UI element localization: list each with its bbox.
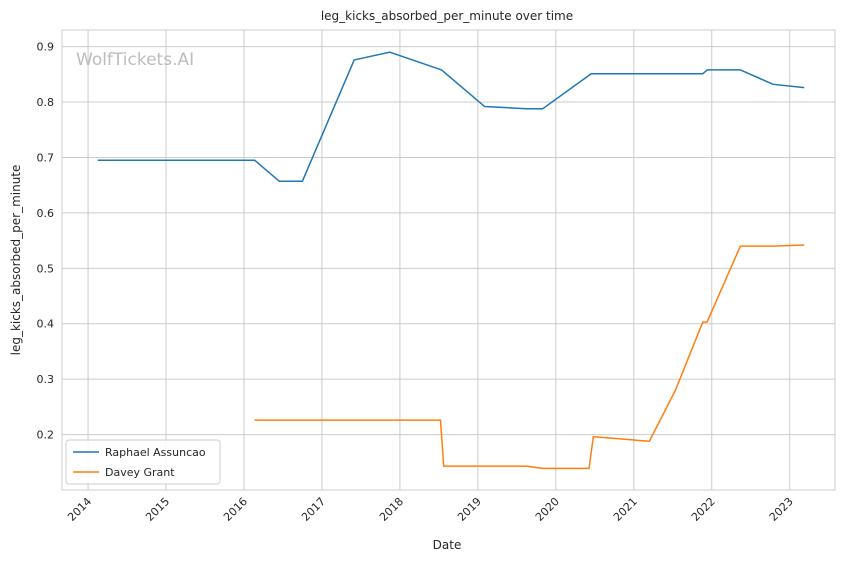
y-tick-label-0.8: 0.8 [37,96,55,109]
legend-entry-davey-grant: Davey Grant [105,466,175,479]
x-axis-label: Date [433,538,462,552]
x-tick-label-2016: 2016 [221,495,250,524]
y-tick-label-0.7: 0.7 [37,151,55,164]
y-tick-label-0.6: 0.6 [37,207,55,220]
series-line-raphael-assuncao [97,51,805,183]
y-tick-label-0.9: 0.9 [37,41,55,54]
plot-frame [61,29,836,491]
legend: Raphael Assuncao Davey Grant [65,439,221,485]
legend-entry-raphael-assuncao: Raphael Assuncao [105,446,206,459]
watermark: WolfTickets.AI [76,50,194,70]
x-tick-label-2017: 2017 [299,495,328,524]
x-axis-ticks: 2014 2015 2016 2017 2018 2019 2020 2021 2022 2023 [65,495,796,524]
y-axis-label: leg_kicks_absorbed_per_minute [9,165,23,356]
series-line-davey-grant [254,244,805,470]
series-layer [97,51,805,470]
y-tick-label-0.3: 0.3 [37,373,55,386]
y-axis-ticks: 0.2 0.3 0.4 0.5 0.6 0.7 0.8 0.9 [37,41,55,442]
x-tick-label-2015: 2015 [143,495,172,524]
x-tick-label-2014: 2014 [65,495,94,524]
y-tick-label-0.4: 0.4 [37,318,55,331]
x-tick-label-2022: 2022 [689,495,718,524]
chart-title: leg_kicks_absorbed_per_minute over time [321,9,573,23]
grid [62,30,835,490]
x-tick-label-2018: 2018 [377,495,406,524]
y-tick-label-0.2: 0.2 [37,429,55,442]
y-tick-label-0.5: 0.5 [37,262,55,275]
x-tick-label-2021: 2021 [611,495,640,524]
x-tick-label-2019: 2019 [455,495,484,524]
x-tick-label-2023: 2023 [767,495,796,524]
legend-box [65,439,221,485]
x-tick-label-2020: 2020 [533,495,562,524]
